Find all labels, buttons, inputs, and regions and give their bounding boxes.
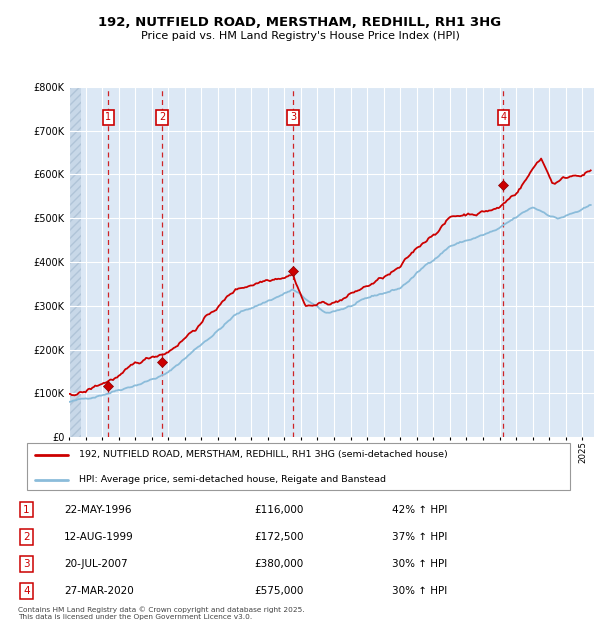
Text: Contains HM Land Registry data © Crown copyright and database right 2025.
This d: Contains HM Land Registry data © Crown c… [18, 606, 305, 620]
Text: 27-MAR-2020: 27-MAR-2020 [64, 586, 134, 596]
Text: 37% ↑ HPI: 37% ↑ HPI [392, 532, 448, 542]
Text: 1: 1 [106, 112, 112, 123]
Text: 20-JUL-2007: 20-JUL-2007 [64, 559, 127, 569]
Text: HPI: Average price, semi-detached house, Reigate and Banstead: HPI: Average price, semi-detached house,… [79, 475, 386, 484]
Text: 3: 3 [290, 112, 296, 123]
Text: 12-AUG-1999: 12-AUG-1999 [64, 532, 134, 542]
Text: 22-MAY-1996: 22-MAY-1996 [64, 505, 131, 515]
Text: 1: 1 [23, 505, 30, 515]
Text: £172,500: £172,500 [254, 532, 304, 542]
Text: 30% ↑ HPI: 30% ↑ HPI [392, 559, 448, 569]
Bar [69, 87, 82, 437]
Text: 30% ↑ HPI: 30% ↑ HPI [392, 586, 448, 596]
Text: £116,000: £116,000 [254, 505, 303, 515]
FancyBboxPatch shape [27, 443, 571, 490]
Text: 192, NUTFIELD ROAD, MERSTHAM, REDHILL, RH1 3HG (semi-detached house): 192, NUTFIELD ROAD, MERSTHAM, REDHILL, R… [79, 451, 448, 459]
Text: £380,000: £380,000 [254, 559, 303, 569]
Text: 192, NUTFIELD ROAD, MERSTHAM, REDHILL, RH1 3HG: 192, NUTFIELD ROAD, MERSTHAM, REDHILL, R… [98, 16, 502, 29]
Text: 4: 4 [23, 586, 30, 596]
Text: 42% ↑ HPI: 42% ↑ HPI [392, 505, 448, 515]
Text: 2: 2 [23, 532, 30, 542]
Text: 4: 4 [500, 112, 506, 123]
Text: 3: 3 [23, 559, 30, 569]
Text: 2: 2 [159, 112, 165, 123]
Text: £575,000: £575,000 [254, 586, 303, 596]
Text: Price paid vs. HM Land Registry's House Price Index (HPI): Price paid vs. HM Land Registry's House … [140, 31, 460, 41]
